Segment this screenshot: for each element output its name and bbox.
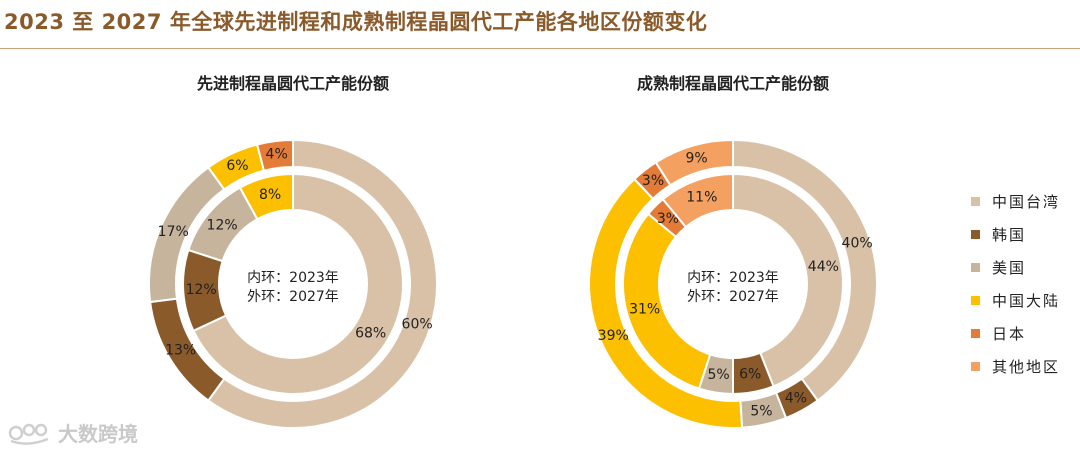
chart-center-label-mature: 内环：2023年 外环：2027年 <box>687 269 779 307</box>
outer-ring-note: 外环：2027年 <box>687 289 779 305</box>
watermark-text: 大数跨境 <box>58 422 138 446</box>
chart-center-label-advanced: 内环：2023年 外环：2027年 <box>247 269 339 307</box>
slice-data-label: 13% <box>165 342 196 358</box>
slice-data-label: 4% <box>266 147 288 163</box>
legend-label: 中国大陆 <box>992 291 1061 310</box>
slice-data-label: 5% <box>707 367 729 383</box>
slice-data-label: 31% <box>629 302 660 318</box>
donut-slice-outer <box>654 138 734 187</box>
slice-data-label: 40% <box>842 236 873 252</box>
legend-item: 韩国 <box>971 223 1060 245</box>
donut-slice-outer <box>255 138 294 172</box>
donut-slice-inner <box>238 172 294 221</box>
watermark-logo-icon <box>8 423 49 445</box>
chart-title-mature: 成熟制程晶圆代工产能份额 <box>636 74 830 93</box>
legend-swatch <box>971 295 980 305</box>
slice-data-label: 6% <box>739 366 761 382</box>
donut-slice-inner <box>661 172 734 229</box>
legend-swatch <box>971 328 980 338</box>
chart-title-advanced: 先进制程晶圆代工产能份额 <box>196 74 390 93</box>
slice-data-label: 44% <box>808 259 839 275</box>
donut-slice-inner <box>192 172 404 395</box>
slice-data-label: 60% <box>402 316 433 332</box>
legend-label: 美国 <box>992 258 1027 277</box>
slice-data-label: 68% <box>355 325 386 341</box>
slice-data-label: 3% <box>657 211 679 227</box>
legend-item: 美国 <box>971 256 1060 278</box>
legend-item: 日本 <box>971 322 1060 344</box>
watermark: 大数跨境 <box>8 418 138 447</box>
slice-data-label: 4% <box>785 390 807 406</box>
legend-swatch <box>971 262 980 272</box>
legend: 中国台湾 韩国 美国 中国大陆 日本 其他地区 <box>971 190 1060 388</box>
donut-slice-inner <box>732 172 844 388</box>
legend-item: 其他地区 <box>971 355 1060 377</box>
donut-slice-outer <box>206 138 438 429</box>
slice-data-label: 39% <box>598 328 629 344</box>
slice-data-label: 9% <box>685 151 707 167</box>
outer-ring-note: 外环：2027年 <box>247 289 339 305</box>
inner-ring-note: 内环：2023年 <box>247 270 339 286</box>
slice-data-label: 17% <box>158 224 189 240</box>
legend-swatch <box>971 229 980 239</box>
legend-item: 中国大陆 <box>971 289 1060 311</box>
slice-data-label: 8% <box>259 187 281 203</box>
slice-data-label: 12% <box>207 217 238 233</box>
inner-ring-note: 内环：2023年 <box>687 270 779 286</box>
page-title: 2023 至 2027 年全球先进制程和成熟制程晶圆代工产能各地区份额变化 <box>4 10 708 34</box>
title-divider <box>0 48 1080 49</box>
legend-swatch <box>971 361 980 371</box>
legend-label: 其他地区 <box>992 357 1061 376</box>
legend-swatch <box>971 196 980 206</box>
slice-data-label: 5% <box>750 403 772 419</box>
legend-label: 中国台湾 <box>992 192 1061 211</box>
slice-data-label: 11% <box>686 189 717 205</box>
legend-item: 中国台湾 <box>971 190 1060 212</box>
legend-label: 日本 <box>992 324 1027 343</box>
legend-label: 韩国 <box>992 225 1027 244</box>
slice-data-label: 12% <box>186 282 217 298</box>
slice-data-label: 3% <box>642 173 664 189</box>
slice-data-label: 6% <box>226 158 248 174</box>
